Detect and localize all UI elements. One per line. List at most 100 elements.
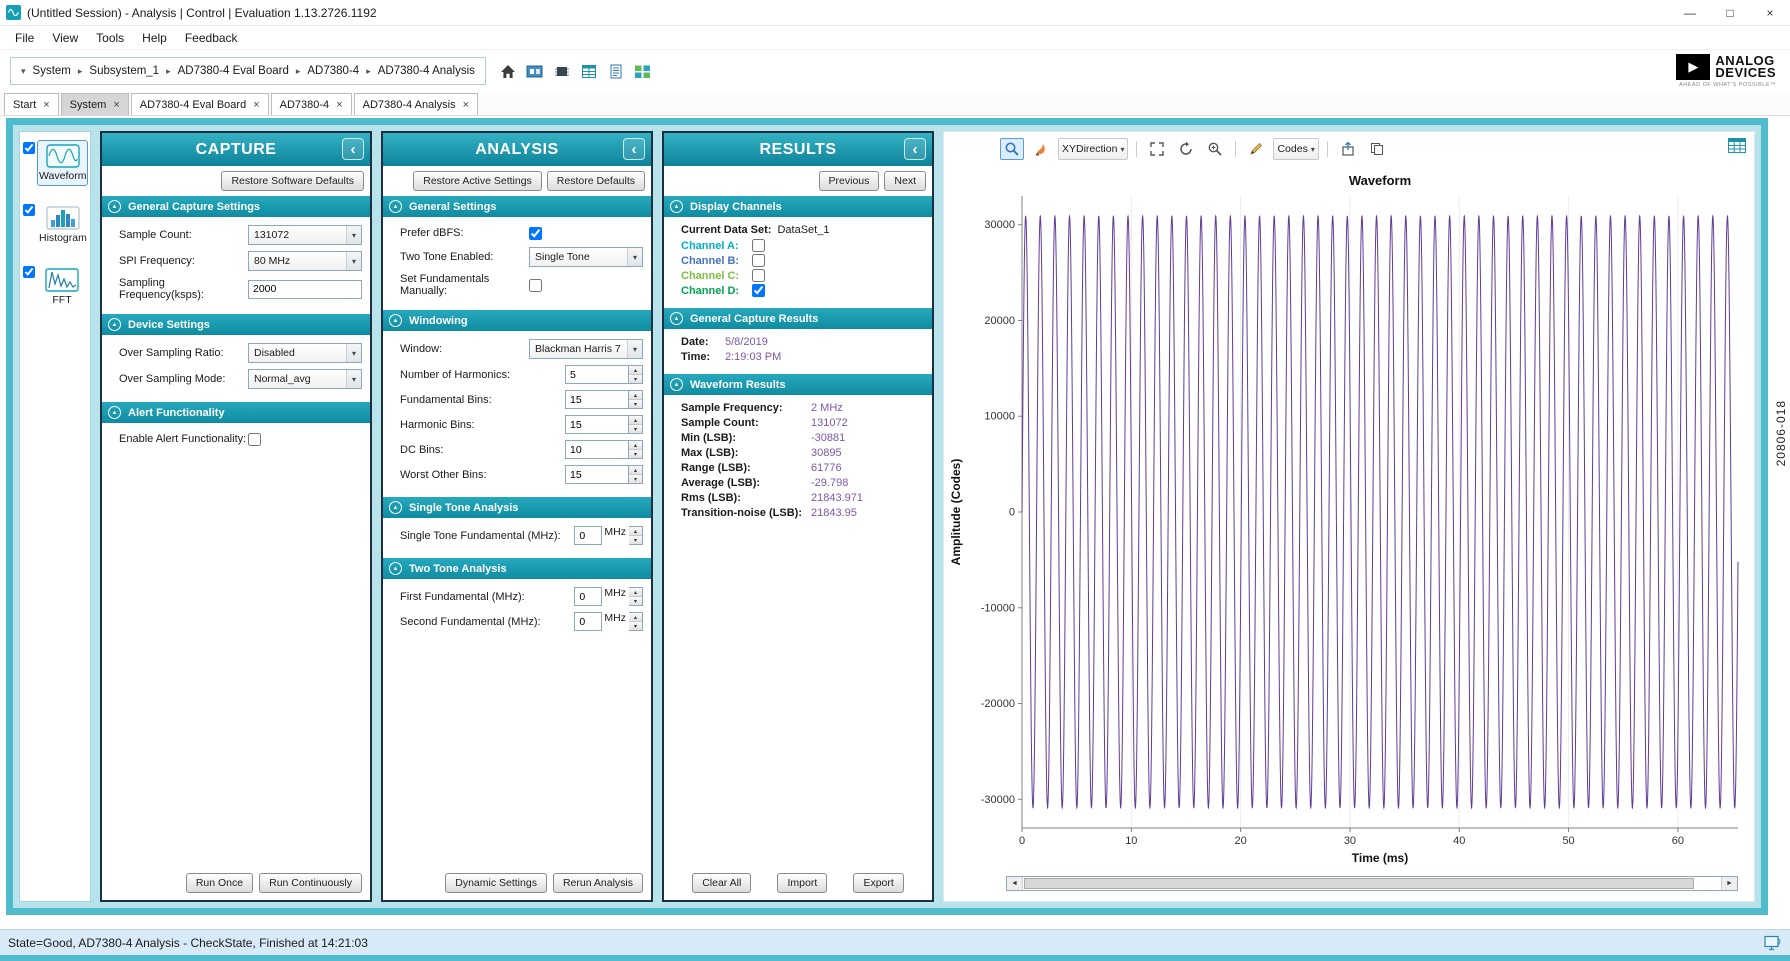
- close-icon[interactable]: ×: [253, 98, 260, 111]
- breadcrumb-item-eval-board[interactable]: AD7380-4 Eval Board: [177, 65, 289, 77]
- dynamic-settings-button[interactable]: Dynamic Settings: [445, 873, 547, 893]
- codes-dropdown[interactable]: Codes ▾: [1273, 138, 1319, 160]
- tab-system[interactable]: System ×: [60, 93, 129, 115]
- waveform-view-checkbox[interactable]: [23, 142, 35, 154]
- previous-button[interactable]: Previous: [818, 171, 880, 191]
- histogram-view-checkbox[interactable]: [23, 204, 35, 216]
- import-button[interactable]: Import: [777, 873, 828, 893]
- harmonic-bins-spinner[interactable]: ▴ ▾: [565, 415, 643, 434]
- scrollbar-thumb[interactable]: [1024, 878, 1695, 889]
- window-dropdown[interactable]: Blackman Harris 7 ▾: [529, 339, 643, 359]
- sidebar-item-histogram[interactable]: Histogram: [23, 202, 87, 248]
- menu-view[interactable]: View: [52, 30, 79, 45]
- channel-b-checkbox[interactable]: [752, 254, 765, 267]
- tab-analysis[interactable]: AD7380-4 Analysis ×: [353, 93, 479, 115]
- breadcrumb-item-chip[interactable]: AD7380-4: [307, 65, 360, 77]
- number-of-harmonics-input[interactable]: [565, 365, 629, 384]
- restore-defaults-button[interactable]: Restore Defaults: [546, 171, 645, 191]
- close-icon[interactable]: ×: [462, 98, 470, 111]
- harmonic-bins-input[interactable]: [565, 415, 629, 434]
- channel-a-checkbox[interactable]: [752, 239, 765, 252]
- board-icon[interactable]: [525, 61, 545, 81]
- chip-icon[interactable]: [552, 61, 572, 81]
- scroll-left-icon[interactable]: ◄: [1007, 877, 1023, 890]
- close-icon[interactable]: ×: [336, 98, 343, 111]
- breadcrumb-item-system[interactable]: System: [32, 65, 71, 77]
- single-tone-fundamental-spinner[interactable]: MHz ▴ ▾: [574, 526, 643, 545]
- dc-bins-spinner[interactable]: ▴ ▾: [565, 440, 643, 459]
- spin-down-icon[interactable]: ▾: [629, 399, 642, 408]
- waveform-view-card[interactable]: Waveform: [37, 140, 89, 186]
- spin-down-icon[interactable]: ▾: [629, 374, 642, 383]
- annotate-button[interactable]: [1244, 138, 1268, 160]
- spin-up-icon[interactable]: ▴: [629, 416, 642, 424]
- matrix-icon[interactable]: [633, 61, 653, 81]
- chevron-down-icon[interactable]: ▾: [627, 340, 642, 358]
- waveform-plot[interactable]: 30000 20000 10000 0 -10000 -20000 -30000 0 10 20 3…: [944, 166, 1754, 874]
- minimize-button[interactable]: —: [1684, 5, 1696, 20]
- close-button[interactable]: ×: [1766, 5, 1774, 20]
- channel-c-checkbox[interactable]: [752, 269, 765, 282]
- spin-up-icon[interactable]: ▴: [629, 588, 642, 596]
- zoom-fit-button[interactable]: [1145, 138, 1169, 160]
- spin-up-icon[interactable]: ▴: [629, 613, 642, 621]
- zoom-in-button[interactable]: [1203, 138, 1227, 160]
- display-channels-header[interactable]: ▲ Display Channels: [664, 196, 932, 217]
- first-fundamental-spinner[interactable]: MHz ▴ ▾: [574, 587, 643, 606]
- collapse-panel-icon[interactable]: ‹: [623, 138, 645, 160]
- general-settings-header[interactable]: ▲ General Settings: [383, 196, 651, 217]
- general-capture-results-header[interactable]: ▲ General Capture Results: [664, 308, 932, 329]
- pan-button[interactable]: [1029, 138, 1053, 160]
- run-once-button[interactable]: Run Once: [185, 873, 254, 893]
- zoom-select-button[interactable]: [1000, 138, 1024, 160]
- snapshot-button[interactable]: [1365, 138, 1389, 160]
- script-icon[interactable]: [606, 61, 626, 81]
- spin-down-icon[interactable]: ▾: [629, 621, 642, 630]
- spin-up-icon[interactable]: ▴: [629, 466, 642, 474]
- second-fundamental-spinner[interactable]: MHz ▴ ▾: [574, 612, 643, 631]
- sample-count-dropdown[interactable]: 131072 ▾: [248, 225, 362, 245]
- memory-map-icon[interactable]: [579, 61, 599, 81]
- histogram-view-card[interactable]: Histogram: [37, 202, 89, 248]
- second-fundamental-input[interactable]: [574, 612, 603, 631]
- fundamental-bins-input[interactable]: [565, 390, 629, 409]
- spin-up-icon[interactable]: ▴: [629, 391, 642, 399]
- chevron-down-icon[interactable]: ▾: [627, 248, 642, 266]
- tab-start[interactable]: Start ×: [4, 93, 59, 115]
- breadcrumb-item-analysis[interactable]: AD7380-4 Analysis: [377, 65, 475, 77]
- set-fundamentals-checkbox[interactable]: [529, 278, 542, 292]
- clear-all-button[interactable]: Clear All: [692, 873, 752, 893]
- spin-down-icon[interactable]: ▾: [629, 535, 642, 544]
- next-button[interactable]: Next: [884, 171, 926, 191]
- chevron-down-icon[interactable]: ▾: [346, 344, 361, 362]
- dc-bins-input[interactable]: [565, 440, 629, 459]
- single-tone-fundamental-input[interactable]: [574, 526, 603, 545]
- number-of-harmonics-spinner[interactable]: ▴ ▾: [565, 365, 643, 384]
- spin-down-icon[interactable]: ▾: [629, 449, 642, 458]
- waveform-results-header[interactable]: ▲ Waveform Results: [664, 374, 932, 395]
- run-continuously-button[interactable]: Run Continuously: [259, 873, 362, 893]
- restore-software-defaults-button[interactable]: Restore Software Defaults: [221, 171, 364, 191]
- export-chart-button[interactable]: [1336, 138, 1360, 160]
- collapse-panel-icon[interactable]: ‹: [342, 138, 364, 160]
- fft-view-card[interactable]: FFT: [37, 264, 87, 310]
- two-tone-enabled-dropdown[interactable]: Single Tone ▾: [529, 247, 643, 267]
- scrollbar-track[interactable]: [1023, 877, 1721, 890]
- over-sampling-ratio-dropdown[interactable]: Disabled ▾: [248, 343, 362, 363]
- waveform-chart-svg[interactable]: 30000 20000 10000 0 -10000 -20000 -30000 0 10 20 3…: [944, 166, 1754, 874]
- over-sampling-mode-dropdown[interactable]: Normal_avg ▾: [248, 369, 362, 389]
- chevron-down-icon[interactable]: ▾: [346, 226, 361, 244]
- device-settings-header[interactable]: ▲ Device Settings: [102, 314, 370, 335]
- rerun-analysis-button[interactable]: Rerun Analysis: [552, 873, 643, 893]
- menu-help[interactable]: Help: [142, 30, 167, 45]
- breadcrumb-item-subsystem[interactable]: Subsystem_1: [89, 65, 160, 77]
- menu-tools[interactable]: Tools: [96, 30, 125, 45]
- restore-active-settings-button[interactable]: Restore Active Settings: [413, 171, 542, 191]
- enable-alert-checkbox[interactable]: [248, 432, 261, 446]
- data-grid-button[interactable]: [1728, 138, 1746, 156]
- sidebar-item-waveform[interactable]: Waveform: [23, 140, 89, 186]
- single-tone-analysis-header[interactable]: ▲ Single Tone Analysis: [383, 497, 651, 518]
- chevron-down-icon[interactable]: ▾: [21, 65, 26, 76]
- status-indicator-icon[interactable]: [1764, 935, 1782, 951]
- sidebar-item-fft[interactable]: FFT: [23, 264, 87, 310]
